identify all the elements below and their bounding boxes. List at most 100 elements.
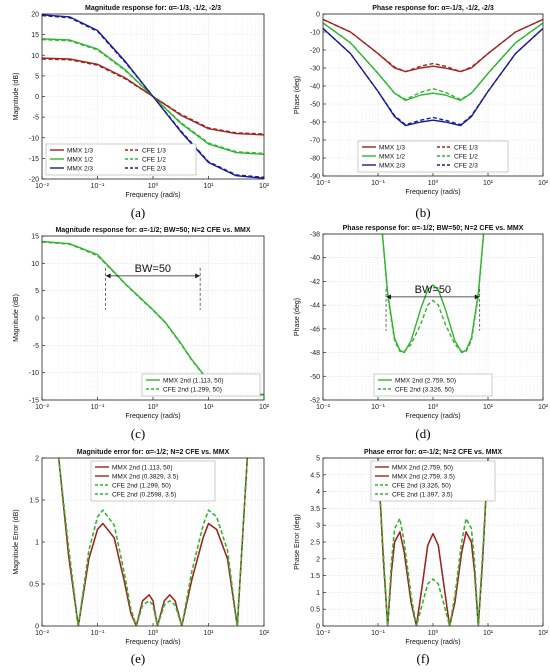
legend-label: CFE 1/2 [454, 154, 478, 161]
series-group [323, 18, 543, 127]
legend-label: MMX 2nd (1.113, 50) [163, 378, 224, 385]
y-tick-label: -10 [29, 135, 39, 142]
panel-b-caption: (b) [415, 205, 431, 220]
x-axis-label: Frequency (rad/s) [125, 639, 180, 646]
y-tick-label: 4.5 [310, 472, 320, 479]
x-tick-label: 10² [538, 630, 549, 637]
x-axis: 10⁻² 10⁻¹ 10⁰ 10¹ 10² [316, 397, 549, 411]
panel-b: 10⁻² 10⁻¹ 10⁰ 10¹ 10² -90 -80 -70 -60 -50 -40 -30 -2… [275, 0, 550, 224]
chart-title: Phase response for: α=-1/3, -1/2, -2/3 [372, 5, 494, 12]
legend-label: MMX 2nd (2.759, 50) [392, 465, 453, 472]
y-axis: -90 -80 -70 -60 -50 -40 -30 -20 -10 0 [310, 12, 326, 181]
series-line-6 [323, 27, 543, 126]
bw-arrowhead-right [474, 294, 480, 300]
y-tick-label: -5 [33, 115, 39, 122]
legend: MMX 2nd (1.113, 50) MMX 2nd (0.3829, 3.5)… [90, 460, 216, 502]
y-tick-label: 0 [35, 94, 39, 101]
series-group [381, 234, 485, 354]
y-tick-label: -50 [310, 102, 320, 109]
legend-label: MMX 1/3 [379, 145, 405, 152]
legend: MMX 1/3 CFE 1/3 MMX 1/2 CFE 1/2 MMX 2/3 CFE 2… [45, 143, 197, 176]
y-tick-label: -90 [310, 174, 320, 181]
x-tick-label: 10⁻¹ [371, 630, 385, 637]
y-tick-label: 2.5 [310, 540, 320, 547]
bw-arrowhead-right [195, 273, 201, 279]
x-tick-label: 10² [538, 404, 549, 411]
series-group [377, 458, 489, 626]
y-tick-label: -50 [310, 374, 320, 381]
panel-f-caption: (f) [416, 651, 430, 666]
x-axis-label: Frequency (rad/s) [405, 189, 460, 196]
panel-e: 10⁻² 10⁻¹ 10⁰ 10¹ 10² 0 0.5 1 1.5 2 Magnitude erro… [0, 448, 275, 672]
y-tick-label: -70 [310, 138, 320, 145]
series-line-1 [381, 234, 485, 354]
x-axis: 10⁻² 10⁻¹ 10⁰ 10¹ 10² [35, 397, 270, 411]
y-axis: 0 0.5 1 1.5 2 2.5 3 3.5 4 4.5 5 [310, 456, 326, 631]
y-axis-label: Magnitude Error (dB) [13, 509, 20, 574]
legend-label: CFE 2nd (1.299, 50) [112, 483, 171, 490]
y-tick-label: -46 [310, 326, 320, 333]
legend-label: MMX 2nd (0.3829, 3.5) [112, 474, 178, 481]
x-tick-label: 10² [259, 404, 270, 411]
y-tick-label: 1 [316, 590, 320, 597]
x-axis-label: Frequency (rad/s) [125, 192, 180, 199]
panel-a-svg: 10⁻² 10⁻¹ 10⁰ 10¹ 10² -20 -15 -10 -5 0 5 10 15 20 Magn… [13, 5, 270, 199]
x-tick-label: 10⁻² [35, 630, 49, 637]
x-tick-label: 10¹ [203, 630, 214, 637]
legend-box [357, 140, 509, 173]
legend-label: CFE 2nd (3.326, 50) [395, 387, 454, 394]
legend-box [141, 373, 261, 397]
legend-label: CFE 2/3 [454, 163, 478, 170]
y-tick-label: -60 [310, 120, 320, 127]
panel-e-caption: (e) [130, 651, 146, 666]
x-tick-label: 10² [538, 180, 549, 187]
y-tick-label: 2 [35, 456, 39, 463]
x-tick-label: 10¹ [203, 183, 214, 190]
x-tick-label: 10⁰ [428, 179, 439, 187]
y-tick-label: 15 [31, 234, 39, 241]
x-tick-label: 10⁻¹ [91, 630, 105, 637]
y-tick-label: -42 [310, 279, 320, 286]
chart-title: Magnitude response for: α=-1/3, -1/2, -2… [85, 5, 221, 12]
legend-label: MMX 2nd (1.113, 50) [112, 465, 173, 472]
x-tick-label: 10⁰ [148, 629, 159, 637]
y-tick-label: 5 [35, 288, 39, 295]
x-tick-label: 10⁻¹ [91, 183, 105, 190]
panel-d: BW=50 10⁻² 10⁻¹ 10⁰ 10¹ 10² -52 -50 -48 -46 -44 -42… [275, 224, 550, 448]
y-tick-label: 0.5 [310, 607, 320, 614]
legend: MMX 2nd (2.759, 50) MMX 2nd (2.759, 3.5) C… [370, 460, 496, 502]
y-tick-label: 0 [35, 316, 39, 323]
x-axis-label: Frequency (rad/s) [125, 413, 180, 420]
series-line-4 [42, 38, 264, 155]
legend-label: MMX 2/3 [67, 166, 93, 173]
y-axis: -20 -15 -10 -5 0 5 10 15 20 [29, 12, 45, 184]
x-tick-label: 10⁻² [316, 404, 330, 411]
bw-label: BW=50 [415, 284, 451, 296]
series-line-6 [42, 14, 264, 178]
legend-label: CFE 1/3 [454, 145, 478, 152]
chart-title: Phase error for: α=-1/2; N=2 CFE vs. MMX [364, 449, 502, 456]
legend-box [370, 460, 496, 502]
y-tick-label: 3 [316, 523, 320, 530]
annotation-bw: BW=50 [105, 263, 201, 310]
x-tick-label: 10⁻² [35, 404, 49, 411]
y-tick-label: -20 [310, 48, 320, 55]
y-tick-label: 2 [316, 556, 320, 563]
panel-e-svg: 10⁻² 10⁻¹ 10⁰ 10¹ 10² 0 0.5 1 1.5 2 Magnitude erro… [13, 449, 270, 646]
legend-box [45, 143, 197, 176]
x-tick-label: 10⁻¹ [371, 180, 385, 187]
y-tick-label: 5 [316, 456, 320, 463]
y-axis-label: Phase (deg) [294, 76, 301, 114]
y-tick-label: 4 [316, 489, 320, 496]
y-tick-label: -15 [29, 156, 39, 163]
x-tick-label: 10¹ [483, 180, 494, 187]
y-tick-label: 0.5 [29, 582, 39, 589]
y-tick-label: 15 [31, 32, 39, 39]
y-tick-label: 20 [31, 12, 39, 19]
legend-label: MMX 2/3 [379, 163, 405, 170]
y-tick-label: 0 [35, 624, 39, 631]
x-tick-label: 10⁰ [148, 182, 159, 190]
legend-label: MMX 1/2 [67, 157, 93, 164]
legend-box [373, 373, 493, 397]
